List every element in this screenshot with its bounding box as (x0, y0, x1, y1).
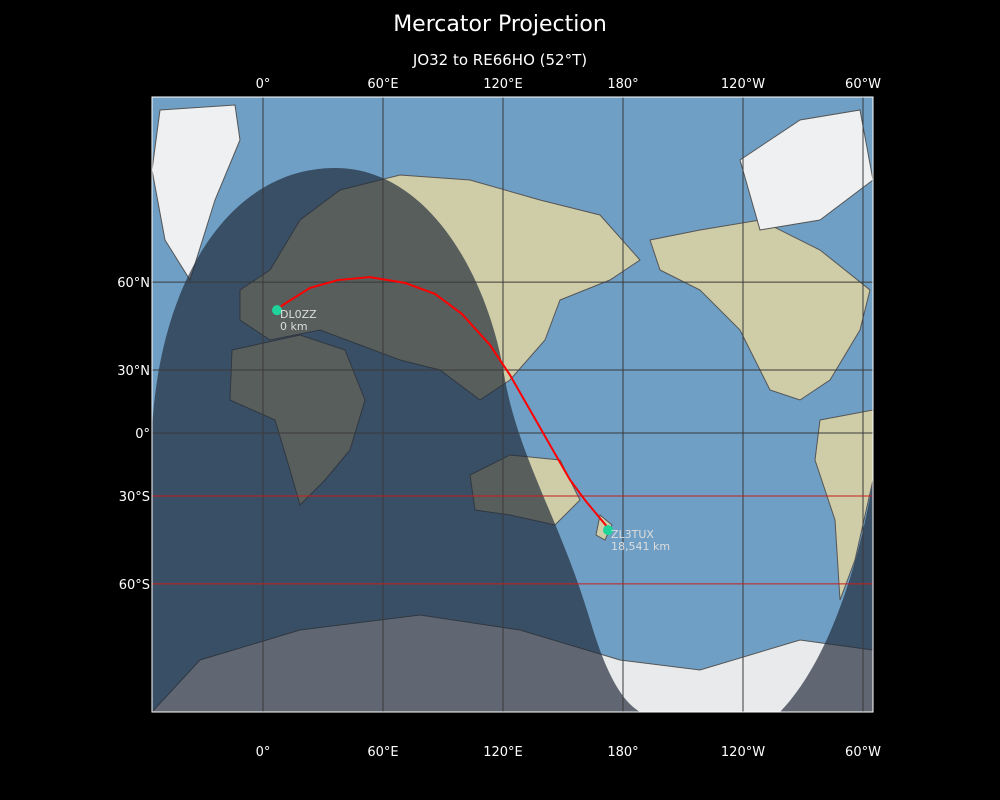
station-callsign: DL0ZZ (280, 308, 317, 321)
x-tick-label-top: 0° (256, 77, 271, 92)
x-tick-label-bottom: 180° (607, 745, 638, 760)
x-tick-label-bottom: 60°W (845, 745, 881, 760)
map-frame (151, 96, 874, 713)
x-tick-label-bottom: 120°E (483, 745, 523, 760)
y-tick-label: 30°N (117, 364, 150, 379)
y-tick-label: 30°S (119, 490, 150, 505)
station-distance: 0 km (280, 320, 308, 333)
great-circle-path (276, 276, 609, 529)
station-marker[interactable] (272, 305, 282, 316)
south-america (814, 409, 873, 601)
y-tick-label: 60°S (119, 578, 150, 593)
x-tick-label-top: 120°E (483, 77, 523, 92)
night-shading (152, 168, 640, 712)
arctic-islands (739, 109, 873, 231)
x-tick-label-bottom: 120°W (721, 745, 765, 760)
chart-title: Mercator Projection (393, 12, 607, 37)
x-tick-label-bottom: 0° (256, 745, 271, 760)
y-tick-label: 60°N (117, 276, 150, 291)
station-distance: 18,541 km (611, 540, 670, 553)
x-tick-label-top: 60°E (367, 77, 398, 92)
x-tick-label-bottom: 60°E (367, 745, 398, 760)
x-tick-label-top: 60°W (845, 77, 881, 92)
station-marker[interactable] (603, 525, 613, 536)
night-shading-east (780, 480, 873, 712)
x-tick-label-top: 120°W (721, 77, 765, 92)
station-callsign: ZL3TUX (611, 528, 654, 541)
y-tick-label: 0° (135, 427, 150, 442)
graticule (152, 97, 873, 712)
greenland (152, 104, 241, 282)
x-tick-label-top: 180° (607, 77, 638, 92)
chart-subtitle: JO32 to RE66HO (52°T) (412, 51, 588, 69)
